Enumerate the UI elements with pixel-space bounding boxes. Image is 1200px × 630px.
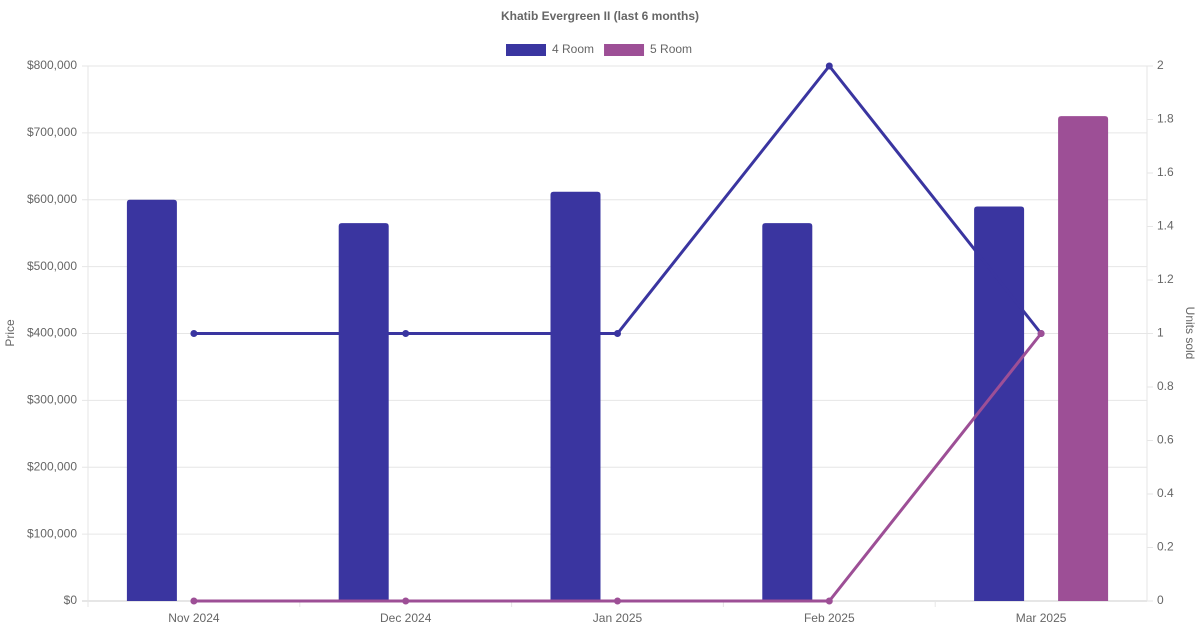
y2-axis-title: Units sold bbox=[1183, 307, 1197, 360]
chart-title: Khatib Evergreen II (last 6 months) bbox=[501, 9, 699, 23]
legend-label: 5 Room bbox=[650, 42, 692, 56]
y2-tick-label: 0.2 bbox=[1157, 540, 1174, 554]
y2-tick-label: 2 bbox=[1157, 58, 1164, 72]
legend-swatch bbox=[506, 44, 546, 56]
legend-label: 4 Room bbox=[552, 42, 594, 56]
y2-tick-label: 1.2 bbox=[1157, 272, 1174, 286]
x-tick-label: Dec 2024 bbox=[380, 611, 432, 625]
y-tick-label: $500,000 bbox=[27, 259, 77, 273]
y2-tick-label: 1.8 bbox=[1157, 112, 1174, 126]
y-tick-label: $200,000 bbox=[27, 459, 77, 473]
point bbox=[614, 330, 621, 337]
y-tick-label: $700,000 bbox=[27, 125, 77, 139]
y-tick-label: $800,000 bbox=[27, 58, 77, 72]
y-tick-label: $100,000 bbox=[27, 526, 77, 540]
point bbox=[402, 330, 410, 337]
point bbox=[614, 597, 621, 605]
y2-tick-label: 0 bbox=[1157, 593, 1164, 607]
legend-swatch bbox=[604, 44, 645, 56]
y2-tick-label: 1.6 bbox=[1157, 165, 1174, 179]
x-tick-label: Mar 2025 bbox=[1016, 611, 1067, 625]
y-tick-label: $400,000 bbox=[27, 326, 77, 340]
bar bbox=[126, 199, 177, 601]
y-axis-title: Price bbox=[3, 319, 17, 347]
point bbox=[1037, 330, 1045, 337]
x-tick-label: Jan 2025 bbox=[593, 611, 643, 625]
point bbox=[190, 330, 198, 337]
point bbox=[190, 597, 198, 605]
y2-tick-label: 0.8 bbox=[1157, 379, 1174, 393]
y2-tick-label: 0.4 bbox=[1157, 486, 1174, 500]
bar bbox=[1058, 116, 1109, 601]
y-tick-label: $0 bbox=[64, 593, 78, 607]
bar bbox=[974, 206, 1025, 601]
y-tick-label: $600,000 bbox=[27, 192, 77, 206]
x-tick-label: Feb 2025 bbox=[804, 611, 855, 625]
y2-tick-label: 0.6 bbox=[1157, 433, 1174, 447]
point bbox=[825, 62, 833, 70]
point bbox=[402, 597, 410, 605]
y2-tick-label: 1 bbox=[1157, 326, 1164, 340]
bar bbox=[550, 191, 601, 601]
x-tick-label: Nov 2024 bbox=[168, 611, 220, 625]
point bbox=[825, 597, 833, 605]
bar bbox=[762, 223, 813, 601]
bar bbox=[338, 223, 389, 601]
y-tick-label: $300,000 bbox=[27, 393, 77, 407]
y2-tick-label: 1.4 bbox=[1157, 219, 1174, 233]
